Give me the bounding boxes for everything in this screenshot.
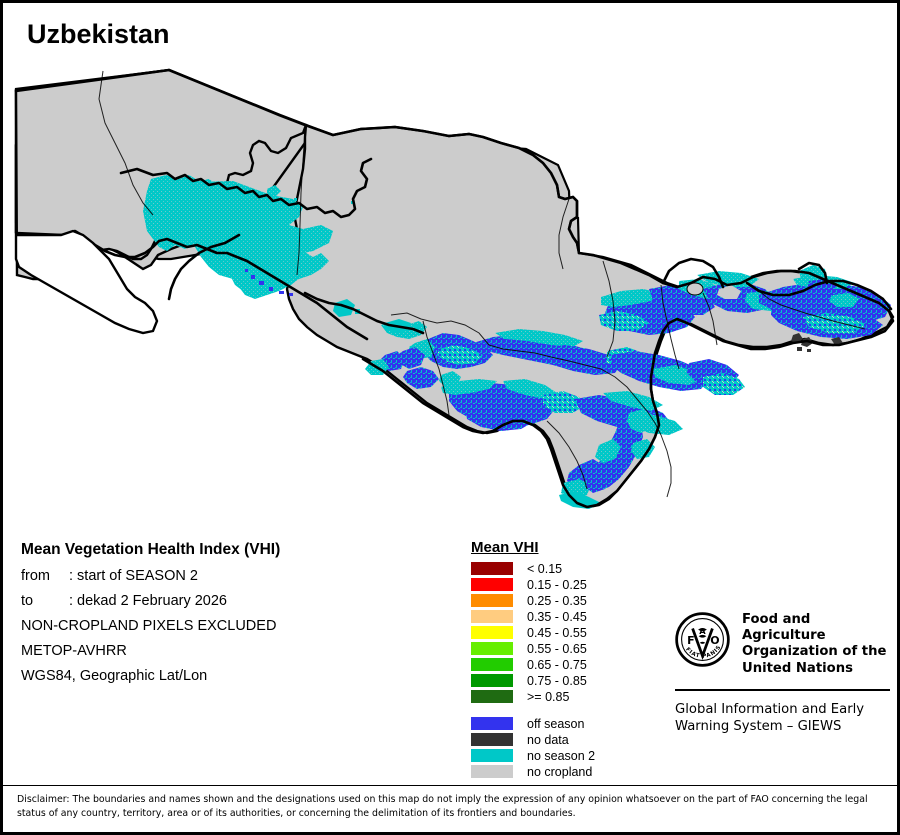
fao-header: F A O FIAT PANIS Food and Agriculture Or… [675,612,890,677]
patch-kashkadarya-oasis [441,379,585,431]
legend-class-swatch [471,610,513,623]
aral-sea-cutout [14,229,159,335]
patch-fergana-enclave [686,282,704,296]
fao-org-line-2: Organization of the [742,644,887,660]
map-canvas[interactable] [3,3,897,533]
legend-class-label: 0.65 - 0.75 [527,657,587,672]
info-value-from: : start of SEASON 2 [69,568,198,584]
legend-status-label: no cropland [527,764,593,779]
info-note-sensor: METOP-AVHRR [21,643,127,659]
legend-class-label: 0.25 - 0.35 [527,593,587,608]
fao-org-line-3: United Nations [742,660,853,676]
svg-text:F: F [687,634,695,647]
legend-status-label: no data [527,732,569,747]
info-row-from: from : start of SEASON 2 [21,568,451,584]
legend-class-row[interactable]: 0.65 - 0.75 [471,657,661,672]
legend-class-swatch [471,594,513,607]
legend-status-swatch [471,733,513,746]
legend-status-swatch [471,717,513,730]
legend-class-row[interactable]: 0.55 - 0.65 [471,641,661,656]
fao-logo-icon: F A O FIAT PANIS [675,612,730,667]
legend-class-label: 0.45 - 0.55 [527,625,587,640]
svg-text:A: A [699,626,706,636]
legend: Mean VHI < 0.15 0.15 - 0.25 0.25 - 0.35 0.3… [471,539,661,780]
legend-class-label: < 0.15 [527,561,563,576]
fao-organization-name: Food and Agriculture Organization of the… [742,612,890,677]
legend-class-swatch [471,674,513,687]
international-boundary [14,68,895,509]
legend-class-swatch [471,658,513,671]
fao-divider [675,688,890,691]
info-note-cropland: NON-CROPLAND PIXELS EXCLUDED [21,618,277,634]
legend-class-row[interactable]: 0.25 - 0.35 [471,593,661,608]
giews-line-1: Global Information and Early [675,701,865,717]
legend-class-label: 0.75 - 0.85 [527,673,587,688]
legend-class-swatch [471,642,513,655]
info-value-to: : dekad 2 February 2026 [69,593,227,609]
legend-title: Mean VHI [471,539,539,556]
legend-class-row[interactable]: 0.75 - 0.85 [471,673,661,688]
legend-spacer [471,705,661,716]
info-heading: Mean Vegetation Health Index (VHI) [21,541,281,558]
legend-class-swatch [471,626,513,639]
legend-class-row[interactable]: 0.45 - 0.55 [471,625,661,640]
fao-block: F A O FIAT PANIS Food and Agriculture Or… [675,612,890,735]
patch-khorezm-offseason [245,269,293,296]
legend-status-row[interactable]: no season 2 [471,748,661,763]
disclaimer-text: Disclaimer: The boundaries and names sho… [17,794,868,819]
disclaimer-divider [3,785,897,786]
info-label-from: from [21,568,50,584]
legend-class-row[interactable]: 0.35 - 0.45 [471,609,661,624]
admin-boundaries [98,70,866,498]
legend-status-row[interactable]: no data [471,732,661,747]
info-row-to: to : dekad 2 February 2026 [21,593,451,609]
legend-class-swatch [471,578,513,591]
giews-line-2: Warning System – GIEWS [675,719,842,735]
info-note-projection: WGS84, Geographic Lat/Lon [21,668,208,684]
legend-status-list: off season no data no season 2 no cropland [471,716,661,779]
svg-text:O: O [710,634,719,647]
page-title: Uzbekistan [27,19,170,49]
legend-status-swatch [471,749,513,762]
legend-class-row[interactable]: < 0.15 [471,561,661,576]
legend-class-list: < 0.15 0.15 - 0.25 0.25 - 0.35 0.35 - 0.45 0… [471,561,661,704]
patch-jizzakh-sirdaryo [611,351,745,395]
legend-class-row[interactable]: >= 0.85 [471,689,661,704]
fao-org-line-1: Food and Agriculture [742,612,826,644]
legend-status-label: off season [527,716,585,731]
thematic-layer [143,175,891,509]
patch-khorezm-oasis [231,249,329,299]
legend-class-label: 0.15 - 0.25 [527,577,587,592]
legend-class-row[interactable]: 0.15 - 0.25 [471,577,661,592]
legend-class-label: 0.35 - 0.45 [527,609,587,624]
info-label-to: to [21,593,34,609]
legend-status-row[interactable]: no cropland [471,764,661,779]
giews-name: Global Information and Early Warning Sys… [675,701,890,735]
legend-class-label: >= 0.85 [527,689,570,704]
info-block: Mean Vegetation Health Index (VHI) from:… [21,541,451,693]
legend-status-label: no season 2 [527,748,596,763]
legend-class-label: 0.55 - 0.65 [527,641,587,656]
legend-class-swatch [471,562,513,575]
legend-status-swatch [471,765,513,778]
legend-status-row[interactable]: off season [471,716,661,731]
legend-class-swatch [471,690,513,703]
